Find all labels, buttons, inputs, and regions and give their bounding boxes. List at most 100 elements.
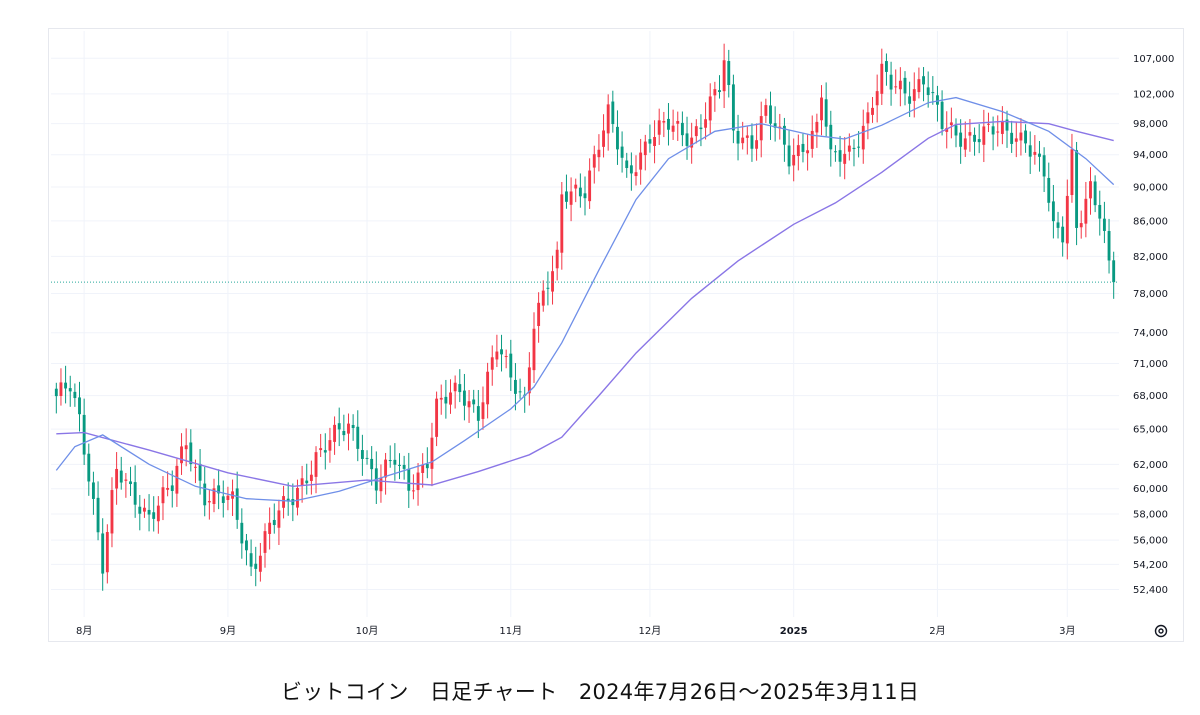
candle-body (1065, 195, 1069, 244)
candle-body (560, 194, 564, 253)
candle-body (467, 401, 471, 408)
candle-body (551, 271, 554, 292)
candle-body (360, 450, 364, 459)
candle-body (838, 150, 842, 162)
candle-body (847, 145, 851, 152)
candle-body (987, 123, 990, 125)
candle-body (648, 139, 652, 144)
y-tick-label: 56,000 (1133, 536, 1168, 547)
candle-body (949, 122, 953, 126)
candle-body (342, 430, 346, 436)
candle-body (1014, 138, 1018, 142)
candle-body (194, 466, 197, 468)
y-tick-label: 102,000 (1133, 89, 1174, 100)
candle-body (189, 442, 193, 465)
candle-body (1033, 151, 1037, 155)
candle-body (945, 127, 949, 132)
candle-body (565, 191, 568, 202)
chart-caption: ビットコイン 日足チャート 2024年7月26日～2025年3月11日 (280, 680, 920, 704)
candle-body (1024, 130, 1028, 144)
candle-body (1005, 119, 1009, 131)
candle-body (1042, 155, 1046, 177)
candle-body (402, 464, 406, 469)
candle-body (1051, 201, 1055, 222)
candle-body (880, 63, 884, 94)
candle-body (226, 495, 230, 501)
candle-body (319, 448, 323, 451)
candle-body (792, 154, 796, 166)
candle-body (133, 482, 137, 505)
candle-body (101, 533, 105, 574)
candle-body (782, 125, 786, 145)
candle-body (977, 139, 981, 143)
candle-body (184, 445, 188, 450)
candle-body (602, 130, 605, 147)
candle-body (249, 553, 253, 567)
y-tick-label: 107,000 (1133, 54, 1174, 65)
candle-body (444, 396, 448, 404)
x-tick-label: 2025 (780, 626, 808, 637)
candle-body (170, 485, 174, 491)
candle-body (1061, 226, 1065, 243)
candle-body (416, 472, 420, 491)
y-tick-label: 94,000 (1133, 150, 1168, 161)
candle-body (333, 424, 337, 442)
candle-body (616, 126, 619, 150)
candle-body (263, 531, 267, 553)
candle-body (105, 532, 109, 573)
candle-body (268, 522, 272, 534)
candle-body (421, 464, 425, 473)
candle-body (509, 353, 513, 378)
candle-body (736, 130, 740, 144)
candlestick-chart[interactable]: 107,000 102,000 98,000 94,000 90,000 86,000 82… (49, 29, 1185, 643)
candle-body (258, 555, 262, 572)
candle-body (1056, 222, 1060, 228)
candle-body (894, 86, 898, 88)
candle-body (1070, 149, 1074, 196)
candle-body (537, 302, 541, 327)
candle-body (240, 522, 244, 544)
candle-body (676, 121, 680, 124)
candle-body (824, 99, 828, 127)
candle-body (91, 482, 95, 499)
candle-body (959, 132, 963, 147)
candle-body (611, 101, 615, 125)
candle-body (1075, 150, 1079, 228)
gear-icon[interactable] (1152, 622, 1170, 640)
candle-body (634, 172, 638, 177)
candle-body (296, 487, 299, 508)
candle-body (815, 121, 819, 133)
candle-body (347, 423, 350, 434)
candle-body (272, 519, 276, 526)
candle-body (806, 150, 810, 154)
candle-body (866, 112, 870, 124)
candle-body (356, 426, 360, 449)
candle-body (453, 382, 457, 392)
candle-body (843, 153, 847, 164)
candle-body (138, 506, 142, 514)
candle-body (407, 468, 411, 491)
candle-body (731, 84, 735, 131)
candle-body (305, 480, 309, 484)
candle-body (245, 540, 248, 551)
candle-body (745, 135, 749, 138)
x-tick-label: 9月 (220, 625, 236, 637)
candle-body (889, 74, 893, 90)
candle-body (667, 118, 670, 130)
candle-body (699, 127, 703, 130)
candle-body (588, 170, 592, 202)
candle-body (110, 490, 114, 534)
candle-body (727, 61, 731, 86)
candle-body (973, 134, 976, 142)
y-tick-label: 68,000 (1133, 391, 1168, 402)
chart-panel[interactable]: 107,000 102,000 98,000 94,000 90,000 86,000 82… (48, 28, 1184, 642)
candle-body (393, 459, 397, 465)
candle-body (764, 105, 768, 116)
x-tick-label: 3月 (1059, 625, 1075, 637)
candle-body (685, 133, 689, 146)
candle-body (755, 140, 759, 149)
candle-body (704, 119, 708, 128)
candle-body (207, 501, 211, 503)
candle-body (462, 390, 466, 406)
candle-body (504, 356, 508, 358)
